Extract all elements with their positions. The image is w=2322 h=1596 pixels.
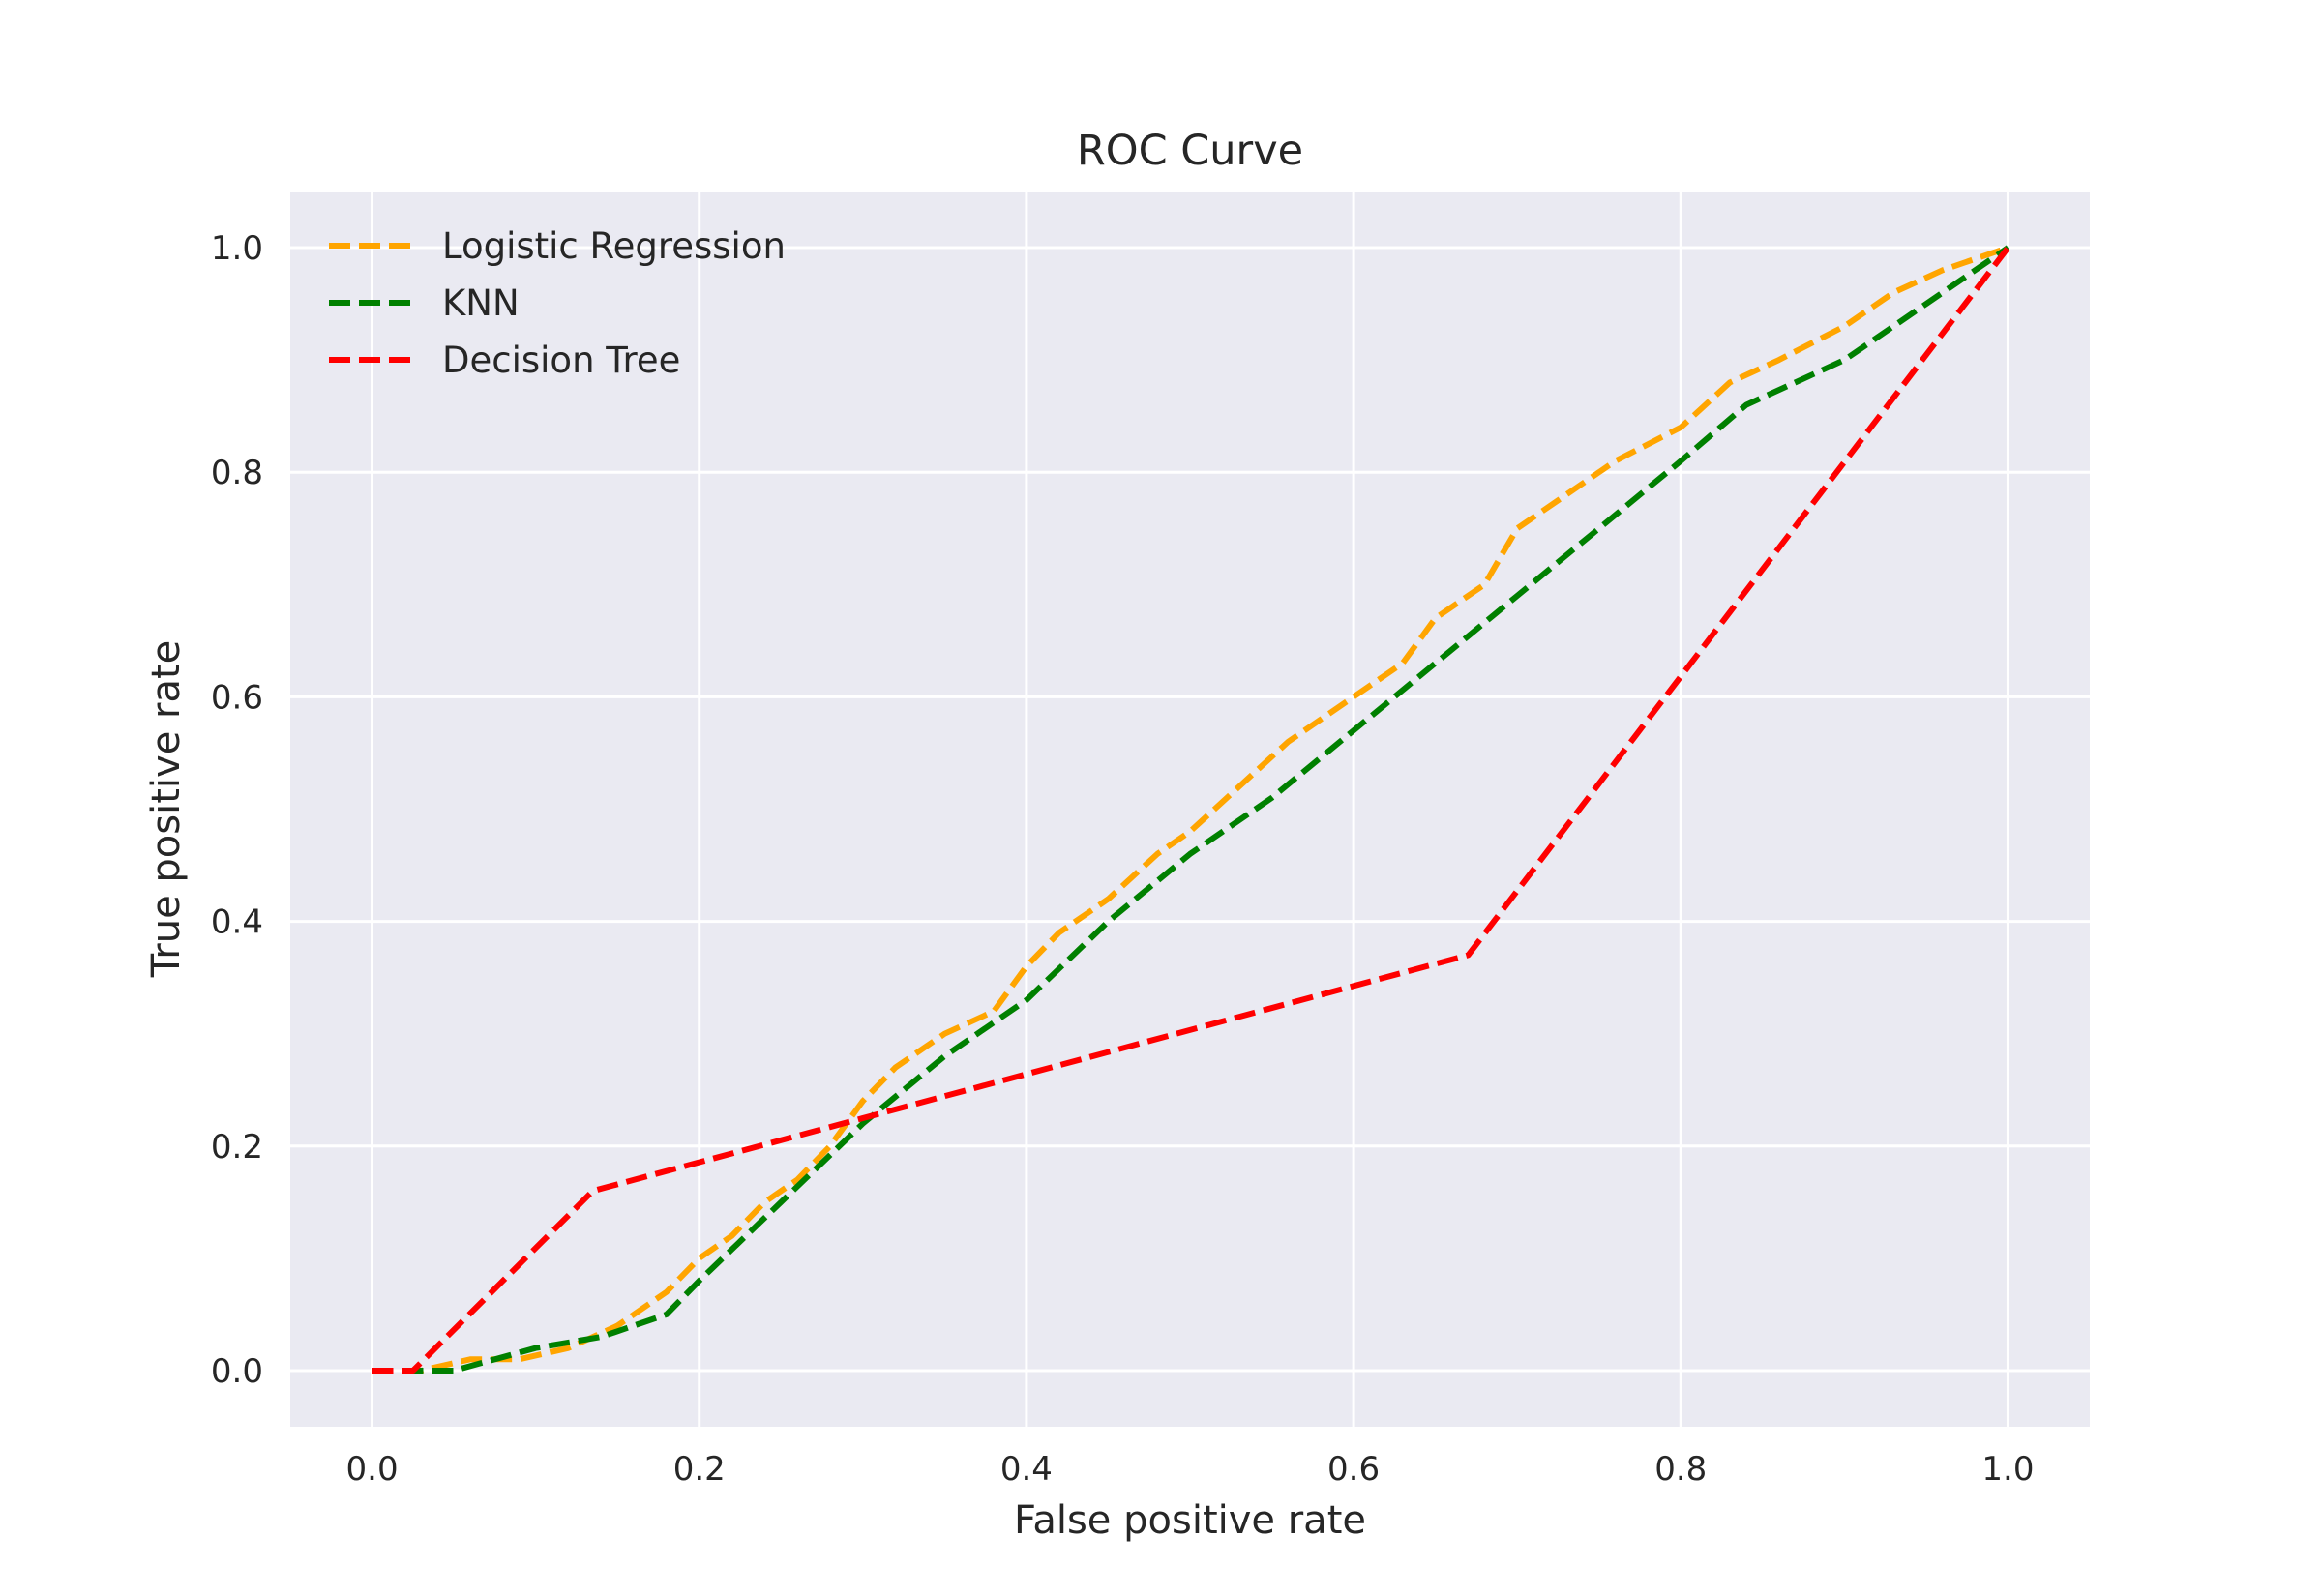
horizontal-gridlines [290, 246, 2090, 1373]
y-tick-label: 1.0 [211, 229, 263, 268]
x-tick-label: 1.0 [1981, 1450, 2034, 1489]
series-lines [372, 245, 2010, 1374]
y-axis-label: True positive rate [144, 640, 189, 979]
legend-label-2: Decision Tree [442, 340, 680, 381]
x-tick-label: 0.8 [1654, 1450, 1707, 1489]
legend-label-1: KNN [442, 282, 520, 324]
y-tick-label: 0.0 [211, 1352, 263, 1391]
series-line-1 [372, 245, 2010, 1374]
vertical-gridlines [371, 192, 2009, 1427]
y-tick-labels: 0.0 0.2 0.4 0.6 0.8 1.0 [211, 229, 263, 1391]
y-tick-label: 0.6 [211, 678, 263, 717]
chart-title: ROC Curve [1077, 127, 1303, 175]
y-tick-label: 0.4 [211, 903, 263, 942]
plot-area [290, 192, 2090, 1427]
x-tick-label: 0.6 [1327, 1450, 1380, 1489]
x-axis-label: False positive rate [1014, 1498, 1366, 1543]
y-tick-label: 0.2 [211, 1128, 263, 1167]
series-line-0 [372, 245, 2009, 1374]
x-tick-labels: 0.0 0.2 0.4 0.6 0.8 1.0 [346, 1450, 2035, 1489]
legend-label-0: Logistic Regression [442, 225, 786, 267]
x-tick-label: 0.2 [673, 1450, 726, 1489]
x-tick-label: 0.4 [1000, 1450, 1053, 1489]
y-tick-label: 0.8 [211, 454, 263, 492]
x-tick-label: 0.0 [346, 1450, 399, 1489]
legend: Logistic Regression KNN Decision Tree [329, 225, 786, 381]
